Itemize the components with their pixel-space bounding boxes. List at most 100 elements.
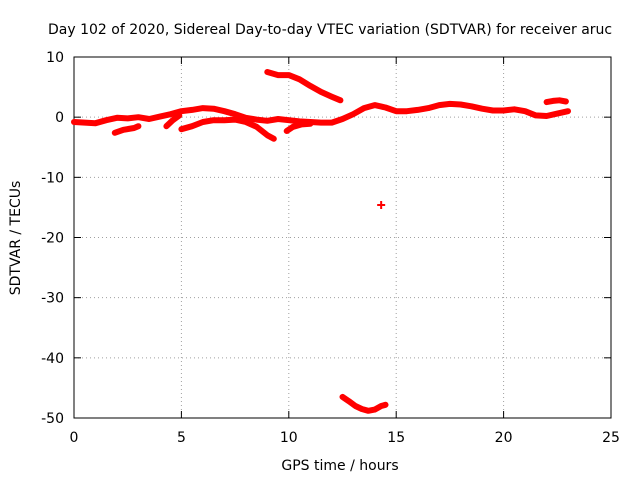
data-point <box>170 117 176 123</box>
data-point <box>131 125 137 131</box>
data-point <box>178 126 184 132</box>
data-point <box>82 120 88 126</box>
data-point <box>490 108 496 114</box>
data-point <box>350 111 356 117</box>
series-lower-branch-1 <box>111 123 142 136</box>
x-tick-label: 15 <box>387 430 405 446</box>
data-point <box>382 105 388 111</box>
data-point <box>232 117 238 123</box>
data-point <box>178 108 184 114</box>
data-point <box>479 106 485 112</box>
data-point <box>318 89 324 95</box>
data-point <box>340 394 345 400</box>
data-point <box>163 123 169 129</box>
data-point <box>271 136 277 142</box>
data-point <box>299 121 305 127</box>
data-point <box>125 115 131 121</box>
data-point <box>415 107 421 113</box>
data-point <box>563 99 569 105</box>
x-axis-title: GPS time / hours <box>281 458 398 474</box>
series-trace <box>283 120 314 134</box>
data-point <box>264 118 270 124</box>
data-point <box>254 124 260 130</box>
y-tick-label: 10 <box>46 50 64 66</box>
data-point <box>544 113 550 119</box>
series-lower-branch-3 <box>178 116 277 142</box>
data-point <box>468 103 474 109</box>
data-point <box>264 69 270 75</box>
data-point <box>329 120 335 126</box>
data-point <box>365 408 371 414</box>
data-point <box>550 98 556 104</box>
data-point <box>146 116 152 122</box>
data-point <box>436 102 442 108</box>
y-tick-label: -40 <box>41 351 64 367</box>
y-tick-label: -10 <box>41 170 64 186</box>
data-point <box>544 99 550 105</box>
x-tick-label: 20 <box>495 430 513 446</box>
data-point <box>511 106 517 112</box>
data-point <box>286 117 292 123</box>
data-point <box>157 114 163 120</box>
axis-tick-labels: 0 5 10 15 20 25 -50 -40 -30 -20 -10 0 10 <box>41 50 620 446</box>
data-point <box>393 108 399 114</box>
data-point <box>565 108 571 114</box>
data-point <box>135 114 141 120</box>
series-lower-branch-2 <box>163 112 183 130</box>
data-point <box>254 117 260 123</box>
x-tick-label: 0 <box>70 430 79 446</box>
data-series <box>71 69 571 414</box>
data-point <box>286 72 292 78</box>
axis-ticks <box>73 56 612 419</box>
data-point <box>112 130 118 136</box>
data-point <box>221 117 227 123</box>
data-point <box>243 119 249 125</box>
y-tick-label: -30 <box>41 291 64 307</box>
data-point <box>200 105 206 111</box>
data-point <box>458 102 464 108</box>
data-point <box>346 398 352 404</box>
series-small-wiggle <box>543 97 569 106</box>
data-point <box>382 402 388 408</box>
data-point <box>120 127 126 133</box>
data-point <box>284 128 290 134</box>
data-point <box>211 117 217 123</box>
data-point <box>372 102 378 108</box>
data-point <box>264 132 270 138</box>
data-point <box>275 116 281 122</box>
data-point <box>168 111 174 117</box>
data-point <box>501 108 507 114</box>
series-main-band <box>71 100 571 127</box>
data-point <box>378 403 384 409</box>
data-point <box>425 105 431 111</box>
data-point <box>275 72 281 78</box>
series-lower-branch-4 <box>283 120 314 134</box>
x-tick-label: 25 <box>602 430 620 446</box>
chart-title: Day 102 of 2020, Sidereal Day-to-day VTE… <box>48 22 612 38</box>
data-point <box>533 112 539 118</box>
data-point <box>71 119 77 125</box>
y-axis-title: SDTVAR / TECUs <box>8 181 24 296</box>
data-point <box>232 111 238 117</box>
data-point <box>103 117 109 123</box>
series-lower-arc <box>339 393 389 414</box>
data-point <box>176 112 182 118</box>
y-tick-label: -50 <box>41 411 64 427</box>
series-isolated-point <box>377 201 386 210</box>
x-tick-label: 5 <box>177 430 186 446</box>
data-point <box>307 83 313 89</box>
series-upper-arc <box>264 69 344 104</box>
data-point <box>189 123 195 129</box>
data-point <box>340 116 345 122</box>
data-point <box>114 115 120 121</box>
x-tick-label: 10 <box>280 430 298 446</box>
data-point <box>361 105 367 111</box>
data-point <box>290 124 296 130</box>
series-trace <box>543 97 569 106</box>
data-point <box>200 119 206 125</box>
data-point <box>221 108 227 114</box>
data-point <box>92 120 98 126</box>
data-point <box>522 108 528 114</box>
data-point <box>318 120 324 126</box>
